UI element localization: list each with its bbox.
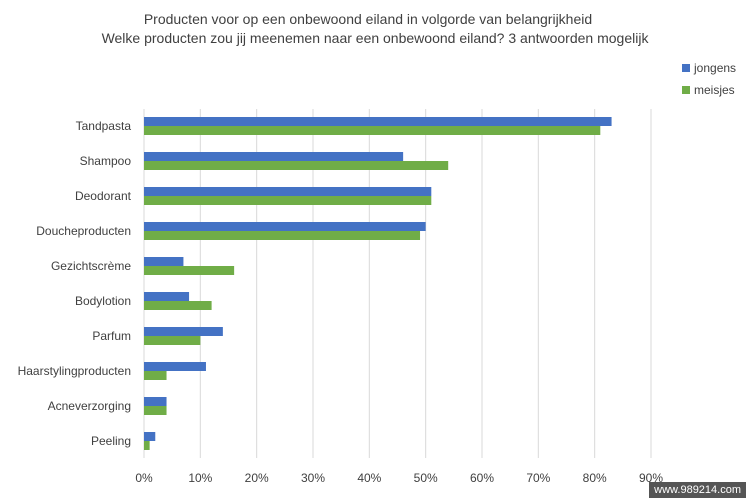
category-label: Deodorant xyxy=(75,189,132,203)
bar-jongens xyxy=(144,187,432,196)
x-tick-label: 10% xyxy=(188,471,212,485)
bar-jongens xyxy=(144,257,184,266)
bar-meisjes xyxy=(144,266,235,275)
category-label: Parfum xyxy=(92,329,131,343)
category-label: Shampoo xyxy=(80,154,132,168)
bar-meisjes xyxy=(144,371,167,380)
bar-jongens xyxy=(144,397,167,406)
x-tick-label: 40% xyxy=(357,471,381,485)
x-tick-label: 80% xyxy=(583,471,607,485)
bar-jongens xyxy=(144,327,223,336)
chart-title: Producten voor op een onbewoond eiland i… xyxy=(144,11,592,27)
category-label: Haarstylingproducten xyxy=(18,364,131,378)
x-tick-label: 20% xyxy=(245,471,269,485)
bar-jongens xyxy=(144,432,156,441)
x-tick-label: 60% xyxy=(470,471,494,485)
bar-meisjes xyxy=(144,196,432,205)
category-label: Gezichtscrème xyxy=(51,259,131,273)
category-label: Bodylotion xyxy=(75,294,131,308)
bar-jongens xyxy=(144,292,190,301)
bar-jongens xyxy=(144,362,206,371)
x-tick-label: 30% xyxy=(301,471,325,485)
bar-meisjes xyxy=(144,126,601,135)
bar-meisjes xyxy=(144,406,167,415)
x-tick-label: 70% xyxy=(526,471,550,485)
legend-swatch xyxy=(682,86,690,94)
x-tick-label: 50% xyxy=(414,471,438,485)
x-tick-label: 90% xyxy=(639,471,663,485)
category-label: Doucheproducten xyxy=(36,224,131,238)
category-label: Peeling xyxy=(91,434,131,448)
category-label: Acneverzorging xyxy=(48,399,131,413)
watermark: www.989214.com xyxy=(649,482,746,498)
category-label: Tandpasta xyxy=(76,119,132,133)
legend-label: meisjes xyxy=(694,83,735,97)
legend-label: jongens xyxy=(693,61,736,75)
chart-subtitle: Welke producten zou jij meenemen naar ee… xyxy=(102,30,650,46)
bar-jongens xyxy=(144,152,404,161)
x-tick-label: 0% xyxy=(135,471,153,485)
bar-meisjes xyxy=(144,231,421,240)
legend-swatch xyxy=(682,64,690,72)
bar-jongens xyxy=(144,117,612,126)
bar-meisjes xyxy=(144,161,449,170)
bar-meisjes xyxy=(144,441,150,450)
bar-meisjes xyxy=(144,301,212,310)
bar-meisjes xyxy=(144,336,201,345)
bar-jongens xyxy=(144,222,426,231)
